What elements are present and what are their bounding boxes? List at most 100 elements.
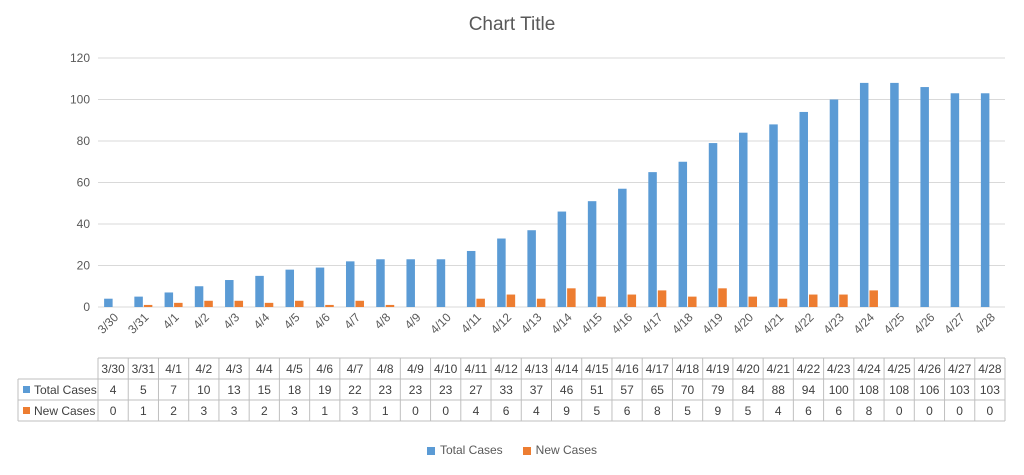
bar-total-cases [255, 275, 264, 307]
y-tick-label: 60 [77, 176, 91, 190]
table-header-cell: 4/24 [857, 362, 881, 376]
bar-new-cases [718, 288, 727, 307]
x-tick-label: 4/19 [699, 310, 726, 337]
table-header-cell: 4/22 [797, 362, 821, 376]
table-value-cell: 88 [772, 383, 786, 397]
bar-total-cases [648, 172, 657, 307]
table-value-cell: 9 [714, 404, 721, 418]
table-header-cell: 3/30 [101, 362, 125, 376]
table-value-cell: 3 [291, 404, 298, 418]
x-tick-label: 4/4 [251, 310, 273, 332]
x-tick-label: 4/10 [427, 310, 454, 337]
x-tick-label: 4/9 [402, 310, 424, 332]
bar-new-cases [355, 300, 364, 307]
bar-total-cases [618, 188, 627, 307]
table-value-cell: 3 [200, 404, 207, 418]
x-tick-label: 3/30 [95, 310, 122, 337]
table-row-label: Total Cases [34, 383, 97, 397]
table-value-cell: 46 [560, 383, 574, 397]
legend: Total Cases New Cases [0, 443, 1024, 457]
bar-total-cases [829, 99, 839, 307]
table-value-cell: 2 [261, 404, 268, 418]
table-value-cell: 0 [956, 404, 963, 418]
table-value-cell: 5 [745, 404, 752, 418]
table-value-cell: 22 [348, 383, 362, 397]
table-value-cell: 6 [835, 404, 842, 418]
table-value-cell: 108 [859, 383, 879, 397]
table-header-cell: 4/1 [165, 362, 182, 376]
bar-new-cases [778, 298, 788, 307]
bar-new-cases [174, 302, 183, 307]
y-tick-label: 100 [70, 93, 90, 107]
table-header-cell: 4/3 [226, 362, 243, 376]
bar-new-cases [748, 296, 758, 307]
bar-total-cases [134, 296, 143, 307]
x-tick-label: 4/20 [730, 310, 757, 337]
table-value-cell: 6 [624, 404, 631, 418]
bar-total-cases [527, 230, 536, 307]
bar-total-cases [406, 259, 415, 307]
table-value-cell: 106 [919, 383, 939, 397]
legend-swatch [522, 446, 531, 455]
bar-total-cases [497, 238, 506, 307]
y-tick-label: 120 [70, 51, 90, 65]
table-value-cell: 8 [654, 404, 661, 418]
table-header-cell: 4/10 [434, 362, 458, 376]
bar-total-cases [315, 267, 325, 307]
bar-total-cases [859, 82, 869, 308]
table-value-cell: 6 [805, 404, 812, 418]
bar-total-cases [678, 161, 688, 307]
x-tick-label: 4/28 [972, 310, 999, 337]
table-value-cell: 94 [802, 383, 816, 397]
bar-new-cases [143, 304, 153, 307]
bar-new-cases [506, 294, 516, 307]
table-value-cell: 15 [258, 383, 272, 397]
x-tick-label: 4/26 [911, 310, 938, 337]
bar-total-cases [708, 143, 718, 307]
y-tick-label: 0 [83, 300, 90, 314]
bar-new-cases [597, 296, 606, 307]
table-header-cell: 4/9 [407, 362, 424, 376]
table-header-cell: 4/12 [494, 362, 518, 376]
table-value-cell: 19 [318, 383, 332, 397]
table-header-cell: 4/19 [706, 362, 730, 376]
x-tick-label: 4/3 [220, 310, 242, 332]
table-value-cell: 108 [889, 383, 909, 397]
x-tick-label: 4/1 [160, 310, 182, 332]
table-header-cell: 4/15 [585, 362, 609, 376]
table-value-cell: 23 [439, 383, 453, 397]
y-tick-label: 80 [77, 134, 91, 148]
legend-label: New Cases [535, 443, 598, 457]
bar-new-cases [264, 302, 274, 307]
table-value-cell: 5 [140, 383, 147, 397]
table-header-cell: 4/21 [767, 362, 791, 376]
chart-title: Chart Title [468, 14, 556, 35]
bar-new-cases [204, 300, 213, 307]
table-value-cell: 2 [170, 404, 177, 418]
table-value-cell: 1 [382, 404, 389, 418]
bar-new-cases [234, 300, 244, 307]
x-tick-label: 4/21 [760, 310, 787, 337]
x-tick-label: 4/15 [579, 310, 606, 337]
bar-total-cases [890, 82, 899, 308]
bar-new-cases [325, 304, 334, 307]
y-tick-label: 40 [77, 217, 91, 231]
bar-total-cases [104, 298, 113, 307]
table-value-cell: 0 [987, 404, 994, 418]
legend-label: Total Cases [439, 443, 503, 457]
legend-swatch [426, 446, 435, 455]
table-legend-key [23, 407, 30, 414]
table-value-cell: 37 [530, 383, 544, 397]
x-tick-label: 4/25 [881, 310, 908, 337]
bar-new-cases [839, 294, 848, 307]
bar-total-cases [345, 261, 355, 307]
bar-total-cases [557, 211, 567, 307]
table-value-cell: 8 [866, 404, 873, 418]
table-value-cell: 0 [412, 404, 419, 418]
x-tick-label: 4/11 [458, 310, 484, 336]
table-header-cell: 4/27 [948, 362, 972, 376]
bar-total-cases [950, 93, 960, 308]
table-value-cell: 100 [829, 383, 849, 397]
table-header-cell: 3/31 [132, 362, 156, 376]
